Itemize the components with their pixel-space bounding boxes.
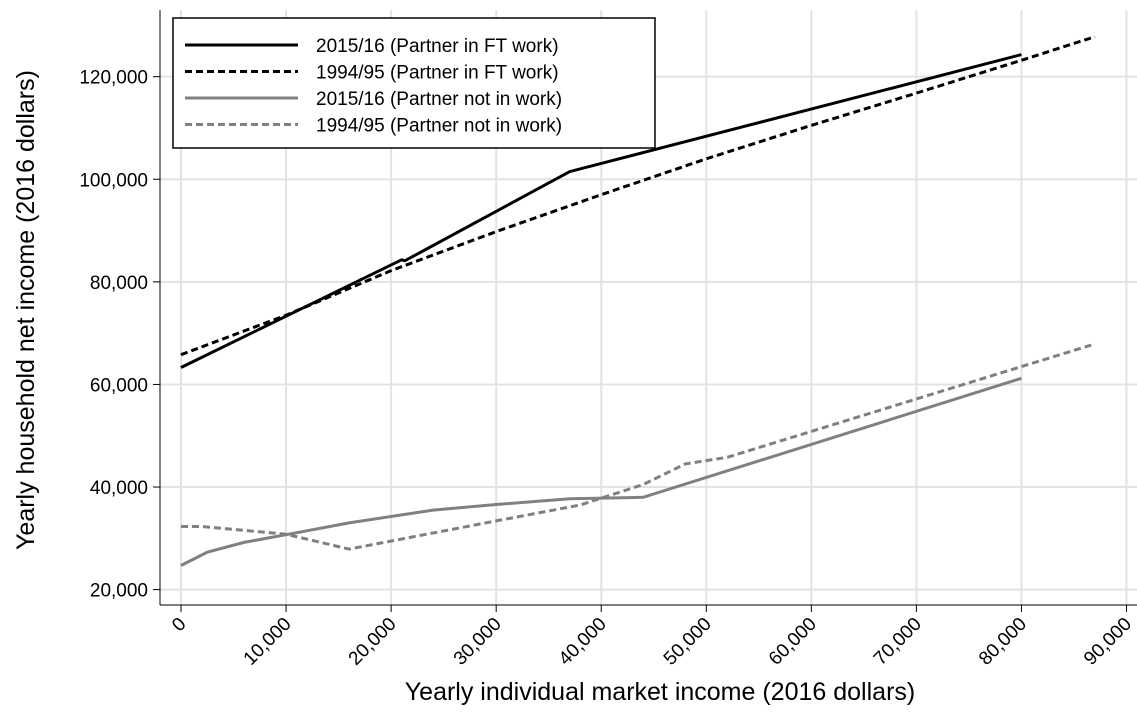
x-tick-label: 10,000 [240, 614, 296, 670]
y-axis-label: Yearly household net income (2016 dollar… [12, 70, 40, 550]
legend-label: 1994/95 (Partner in FT work) [316, 63, 559, 84]
series-line [180, 376, 1022, 567]
y-tick-label: 80,000 [90, 273, 148, 294]
legend-label: 1994/95 (Partner not in work) [316, 116, 562, 137]
x-axis-label: Yearly individual market income (2016 do… [405, 678, 915, 706]
x-tick-label: 40,000 [555, 614, 611, 670]
x-tick-label: 30,000 [450, 614, 506, 670]
y-tick-label: 100,000 [79, 170, 148, 191]
x-tick-label: 70,000 [870, 614, 926, 670]
legend-box [172, 17, 656, 149]
legend-label: 2015/16 (Partner not in work) [316, 89, 562, 110]
x-tick-label: 0 [168, 614, 190, 636]
legend-label: 2015/16 (Partner in FT work) [316, 36, 559, 57]
series-line [181, 342, 1096, 551]
y-tick-label: 40,000 [90, 478, 148, 499]
x-tick-label: 80,000 [975, 614, 1031, 670]
y-tick-label: 20,000 [90, 581, 148, 602]
y-tick-label: 60,000 [90, 375, 148, 396]
x-tick-label: 60,000 [765, 614, 821, 670]
series-line [180, 35, 1096, 357]
x-tick-label: 20,000 [345, 614, 401, 670]
series-line [180, 53, 1022, 369]
y-tick-label: 120,000 [79, 68, 148, 89]
x-tick-label: 50,000 [660, 614, 716, 670]
x-tick-label: 90,000 [1080, 614, 1136, 670]
